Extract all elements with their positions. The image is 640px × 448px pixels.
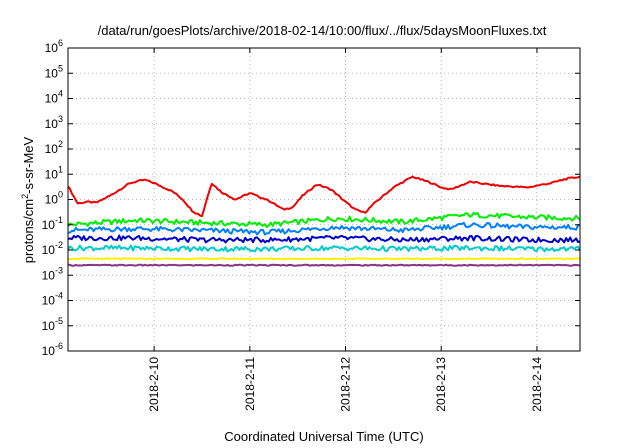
x-tick-label: 2018-2-11: [243, 357, 257, 411]
x-tick-label: 2018-2-12: [339, 357, 353, 412]
y-tick-label: 105: [45, 63, 63, 80]
series-line-3: [67, 221, 581, 236]
y-tick-label: 10-6: [42, 341, 63, 358]
x-tick-label: 2018-2-13: [434, 357, 448, 412]
y-tick-label: 106: [45, 38, 63, 55]
y-tick-label: 10-3: [42, 265, 63, 282]
x-axis-label: Coordinated Universal Time (UTC): [224, 429, 423, 444]
y-tick-label: 101: [45, 164, 63, 181]
y-tick-label: 10-4: [42, 291, 63, 308]
x-tick-labels: 2018-2-10 2018-2-11 2018-2-12 2018-2-13 2018…: [147, 357, 544, 412]
series-lines: [67, 175, 581, 267]
y-tick-label: 10-2: [42, 240, 63, 257]
grid-lines: [68, 48, 580, 351]
axis-ticks: [68, 47, 580, 352]
y-tick-labels: 10-6 10-5 10-4 10-3 10-2 10-1 100 101 102 103 104 1…: [42, 38, 63, 358]
series-line-7: [67, 263, 581, 267]
y-tick-label: 103: [45, 114, 63, 131]
y-axis-label: protons/cm2-s-sr-MeV: [20, 136, 36, 263]
y-tick-label: 10-1: [42, 215, 63, 232]
x-tick-label: 2018-2-14: [530, 357, 544, 412]
y-tick-label: 10-5: [42, 316, 63, 333]
series-line-2: [67, 211, 581, 228]
y-tick-label: 104: [45, 89, 63, 106]
y-tick-label: 102: [45, 139, 63, 156]
series-line-1: [67, 175, 581, 218]
series-line-5: [67, 244, 581, 253]
series-line-6: [67, 257, 581, 261]
chart-title: /data/run/goesPlots/archive/2018-02-14/1…: [98, 23, 547, 38]
x-tick-label: 2018-2-10: [147, 357, 161, 412]
y-tick-label: 100: [45, 190, 63, 207]
series-line-4: [67, 234, 581, 244]
